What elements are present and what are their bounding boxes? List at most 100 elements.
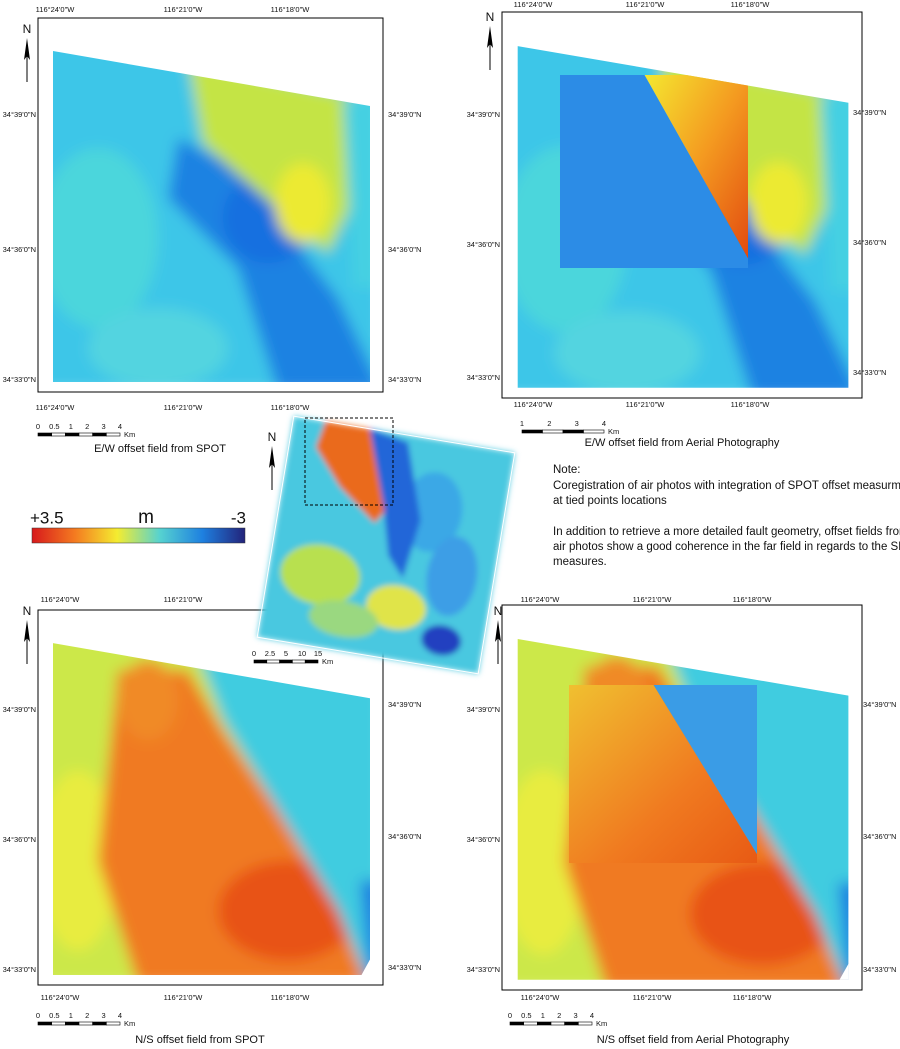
map-panel — [37, 609, 384, 986]
scale-bar-segment — [550, 1021, 565, 1026]
offset-field — [517, 639, 849, 980]
caption: E/W offset field from SPOT — [94, 443, 226, 455]
north-arrow — [487, 26, 493, 48]
inset-extent — [304, 417, 394, 506]
aerial-west — [560, 75, 748, 268]
colorbar-min: -3 — [231, 508, 246, 527]
inset-map — [256, 415, 516, 675]
inset-west — [316, 421, 391, 523]
longitude-label: 116°18'0"W — [733, 595, 773, 604]
aerial-field — [560, 75, 748, 268]
map-frame — [501, 11, 863, 399]
latitude-label: 34°36'0"N — [863, 832, 896, 841]
scale-bar-segment — [292, 659, 306, 664]
latitude-label: 34°36'0"N — [467, 835, 500, 844]
north-label: N — [486, 10, 495, 24]
inset-fault-zone — [369, 428, 421, 579]
note-line: at tied points locations — [553, 495, 667, 507]
caption: N/S offset field from Aerial Photography — [597, 1034, 790, 1046]
longitude-label: 116°21'0"W — [626, 0, 666, 9]
field-patch — [838, 882, 849, 980]
longitude-label: 116°24'0"W — [514, 0, 554, 9]
latitude-label: 34°39'0"N — [863, 700, 896, 709]
scale-label: 3 — [574, 1011, 578, 1020]
longitude-label: 116°21'0"W — [626, 400, 666, 409]
longitude-label: 116°18'0"W — [731, 400, 771, 409]
note-line: Coregistration of air photos with integr… — [553, 480, 900, 492]
latitude-label: 34°39'0"N — [853, 108, 886, 117]
scale-label: 4 — [590, 1011, 594, 1020]
field-patch — [188, 58, 370, 253]
note-line: measures. — [553, 556, 607, 568]
caption: E/W offset field from Aerial Photography — [585, 437, 780, 449]
longitude-label: 116°21'0"W — [633, 993, 673, 1002]
latitude-label: 34°33'0"N — [863, 965, 896, 974]
scale-bar-segment — [65, 1021, 80, 1026]
latitude-label: 34°36'0"N — [3, 245, 36, 254]
field-patch — [53, 770, 118, 951]
longitude-label: 116°21'0"W — [164, 993, 204, 1002]
scale-label: 0 — [36, 1011, 40, 1020]
scale-label: 0.5 — [521, 1011, 531, 1020]
colorbar-max: +3.5 — [30, 508, 64, 527]
scale-bar-segment — [51, 432, 66, 437]
scale-label: 3 — [102, 422, 106, 431]
scale-label: 4 — [118, 1011, 122, 1020]
scale-label: 1 — [69, 422, 73, 431]
inset-patch — [366, 585, 426, 630]
scale-label: 0.5 — [49, 422, 59, 431]
latitude-label: 34°39'0"N — [3, 705, 36, 714]
latitude-label: 34°39'0"N — [467, 705, 500, 714]
inset-patch — [280, 544, 361, 605]
scale-bar-segment — [279, 659, 293, 664]
scale-label: 10 — [298, 649, 306, 658]
scale-bar-segment — [583, 429, 605, 434]
scale-label: 2 — [547, 419, 551, 428]
scale-bar-segment — [106, 432, 121, 437]
scale-bar-segment — [92, 432, 107, 437]
caption: N/S offset field from SPOT — [135, 1034, 265, 1046]
longitude-label: 116°24'0"W — [36, 403, 76, 412]
map-panel — [501, 604, 863, 991]
longitude-label: 116°18'0"W — [733, 993, 773, 1002]
scale-bar-segment — [542, 429, 564, 434]
field-smooth — [53, 643, 370, 975]
inset-patch — [426, 536, 478, 616]
latitude-label: 34°36'0"N — [853, 238, 886, 247]
scale-bar-segment — [564, 1021, 579, 1026]
longitude-label: 116°24'0"W — [36, 5, 76, 14]
latitude-label: 34°36'0"N — [3, 835, 36, 844]
inset-patch — [421, 625, 462, 656]
field-patch — [118, 660, 178, 741]
scale-bar-segment — [92, 1021, 107, 1026]
scale-bar-segment — [521, 429, 543, 434]
latitude-label: 34°33'0"N — [388, 375, 421, 384]
latitude-label: 34°36'0"N — [388, 832, 421, 841]
scale-bar-segment — [537, 1021, 552, 1026]
longitude-label: 116°24'0"W — [521, 595, 561, 604]
scale-bar-segment — [304, 659, 319, 664]
scale-unit: Km — [596, 1019, 607, 1028]
latitude-label: 34°33'0"N — [3, 375, 36, 384]
scale-label: 0 — [252, 649, 256, 658]
field-patch — [749, 161, 808, 245]
scale-unit: Km — [322, 657, 333, 666]
map-frame — [37, 609, 384, 986]
scale-unit: Km — [124, 1019, 135, 1028]
scale-bar-segment — [37, 1021, 52, 1026]
latitude-label: 34°36'0"N — [388, 245, 421, 254]
latitude-label: 34°39'0"N — [388, 110, 421, 119]
scale-bar-segment — [523, 1021, 538, 1026]
field-smooth — [53, 51, 370, 382]
scale-label: 0.5 — [49, 1011, 59, 1020]
north-arrow — [24, 620, 30, 642]
inset-frame — [256, 415, 516, 675]
field-patch — [275, 163, 331, 243]
scale-label: 4 — [602, 419, 606, 428]
scale-unit: Km — [124, 430, 135, 439]
field-patch — [188, 643, 370, 975]
aerial-west — [569, 685, 757, 863]
scale-bar-segment — [562, 429, 584, 434]
colorbar-unit: m — [138, 507, 154, 528]
